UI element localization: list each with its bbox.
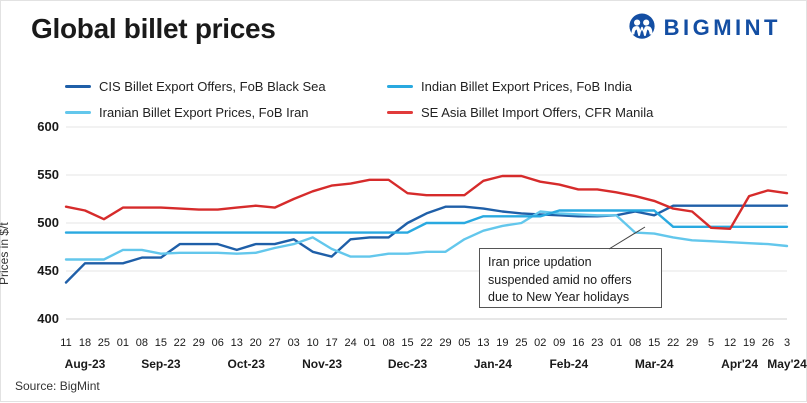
svg-text:05: 05 xyxy=(458,337,470,349)
svg-text:29: 29 xyxy=(193,337,205,349)
svg-text:15: 15 xyxy=(401,337,413,349)
svg-text:13: 13 xyxy=(477,337,489,349)
svg-text:Nov-23: Nov-23 xyxy=(302,357,342,371)
svg-text:19: 19 xyxy=(743,337,755,349)
svg-text:Mar-24: Mar-24 xyxy=(635,357,674,371)
svg-text:08: 08 xyxy=(136,337,148,349)
svg-text:09: 09 xyxy=(553,337,565,349)
svg-text:20: 20 xyxy=(250,337,262,349)
svg-text:Sep-23: Sep-23 xyxy=(141,357,181,371)
svg-text:23: 23 xyxy=(591,337,603,349)
svg-text:22: 22 xyxy=(174,337,186,349)
svg-text:Dec-23: Dec-23 xyxy=(388,357,428,371)
svg-text:29: 29 xyxy=(686,337,698,349)
svg-text:10: 10 xyxy=(307,337,319,349)
svg-text:25: 25 xyxy=(98,337,110,349)
svg-text:11: 11 xyxy=(60,337,71,349)
svg-text:3: 3 xyxy=(784,337,790,349)
svg-text:15: 15 xyxy=(648,337,660,349)
svg-text:18: 18 xyxy=(79,337,91,349)
svg-text:08: 08 xyxy=(629,337,641,349)
svg-text:12: 12 xyxy=(724,337,736,349)
svg-text:03: 03 xyxy=(288,337,300,349)
svg-text:01: 01 xyxy=(117,337,129,349)
svg-text:06: 06 xyxy=(212,337,224,349)
svg-text:02: 02 xyxy=(534,337,546,349)
svg-text:01: 01 xyxy=(363,337,375,349)
svg-text:22: 22 xyxy=(420,337,432,349)
svg-text:Jan-24: Jan-24 xyxy=(474,357,512,371)
svg-text:22: 22 xyxy=(667,337,679,349)
svg-text:Feb-24: Feb-24 xyxy=(549,357,588,371)
svg-text:01: 01 xyxy=(610,337,622,349)
svg-text:Aug-23: Aug-23 xyxy=(65,357,106,371)
svg-text:29: 29 xyxy=(439,337,451,349)
svg-text:24: 24 xyxy=(344,337,356,349)
svg-text:15: 15 xyxy=(155,337,167,349)
svg-text:Apr'24: Apr'24 xyxy=(721,357,758,371)
svg-text:16: 16 xyxy=(572,337,584,349)
svg-text:26: 26 xyxy=(762,337,774,349)
svg-text:5: 5 xyxy=(708,337,714,349)
svg-text:08: 08 xyxy=(382,337,394,349)
svg-text:May'24: May'24 xyxy=(767,357,807,371)
svg-text:13: 13 xyxy=(231,337,243,349)
svg-text:Oct-23: Oct-23 xyxy=(228,357,266,371)
svg-text:25: 25 xyxy=(515,337,527,349)
svg-text:27: 27 xyxy=(269,337,281,349)
svg-text:17: 17 xyxy=(325,337,337,349)
svg-text:19: 19 xyxy=(496,337,508,349)
